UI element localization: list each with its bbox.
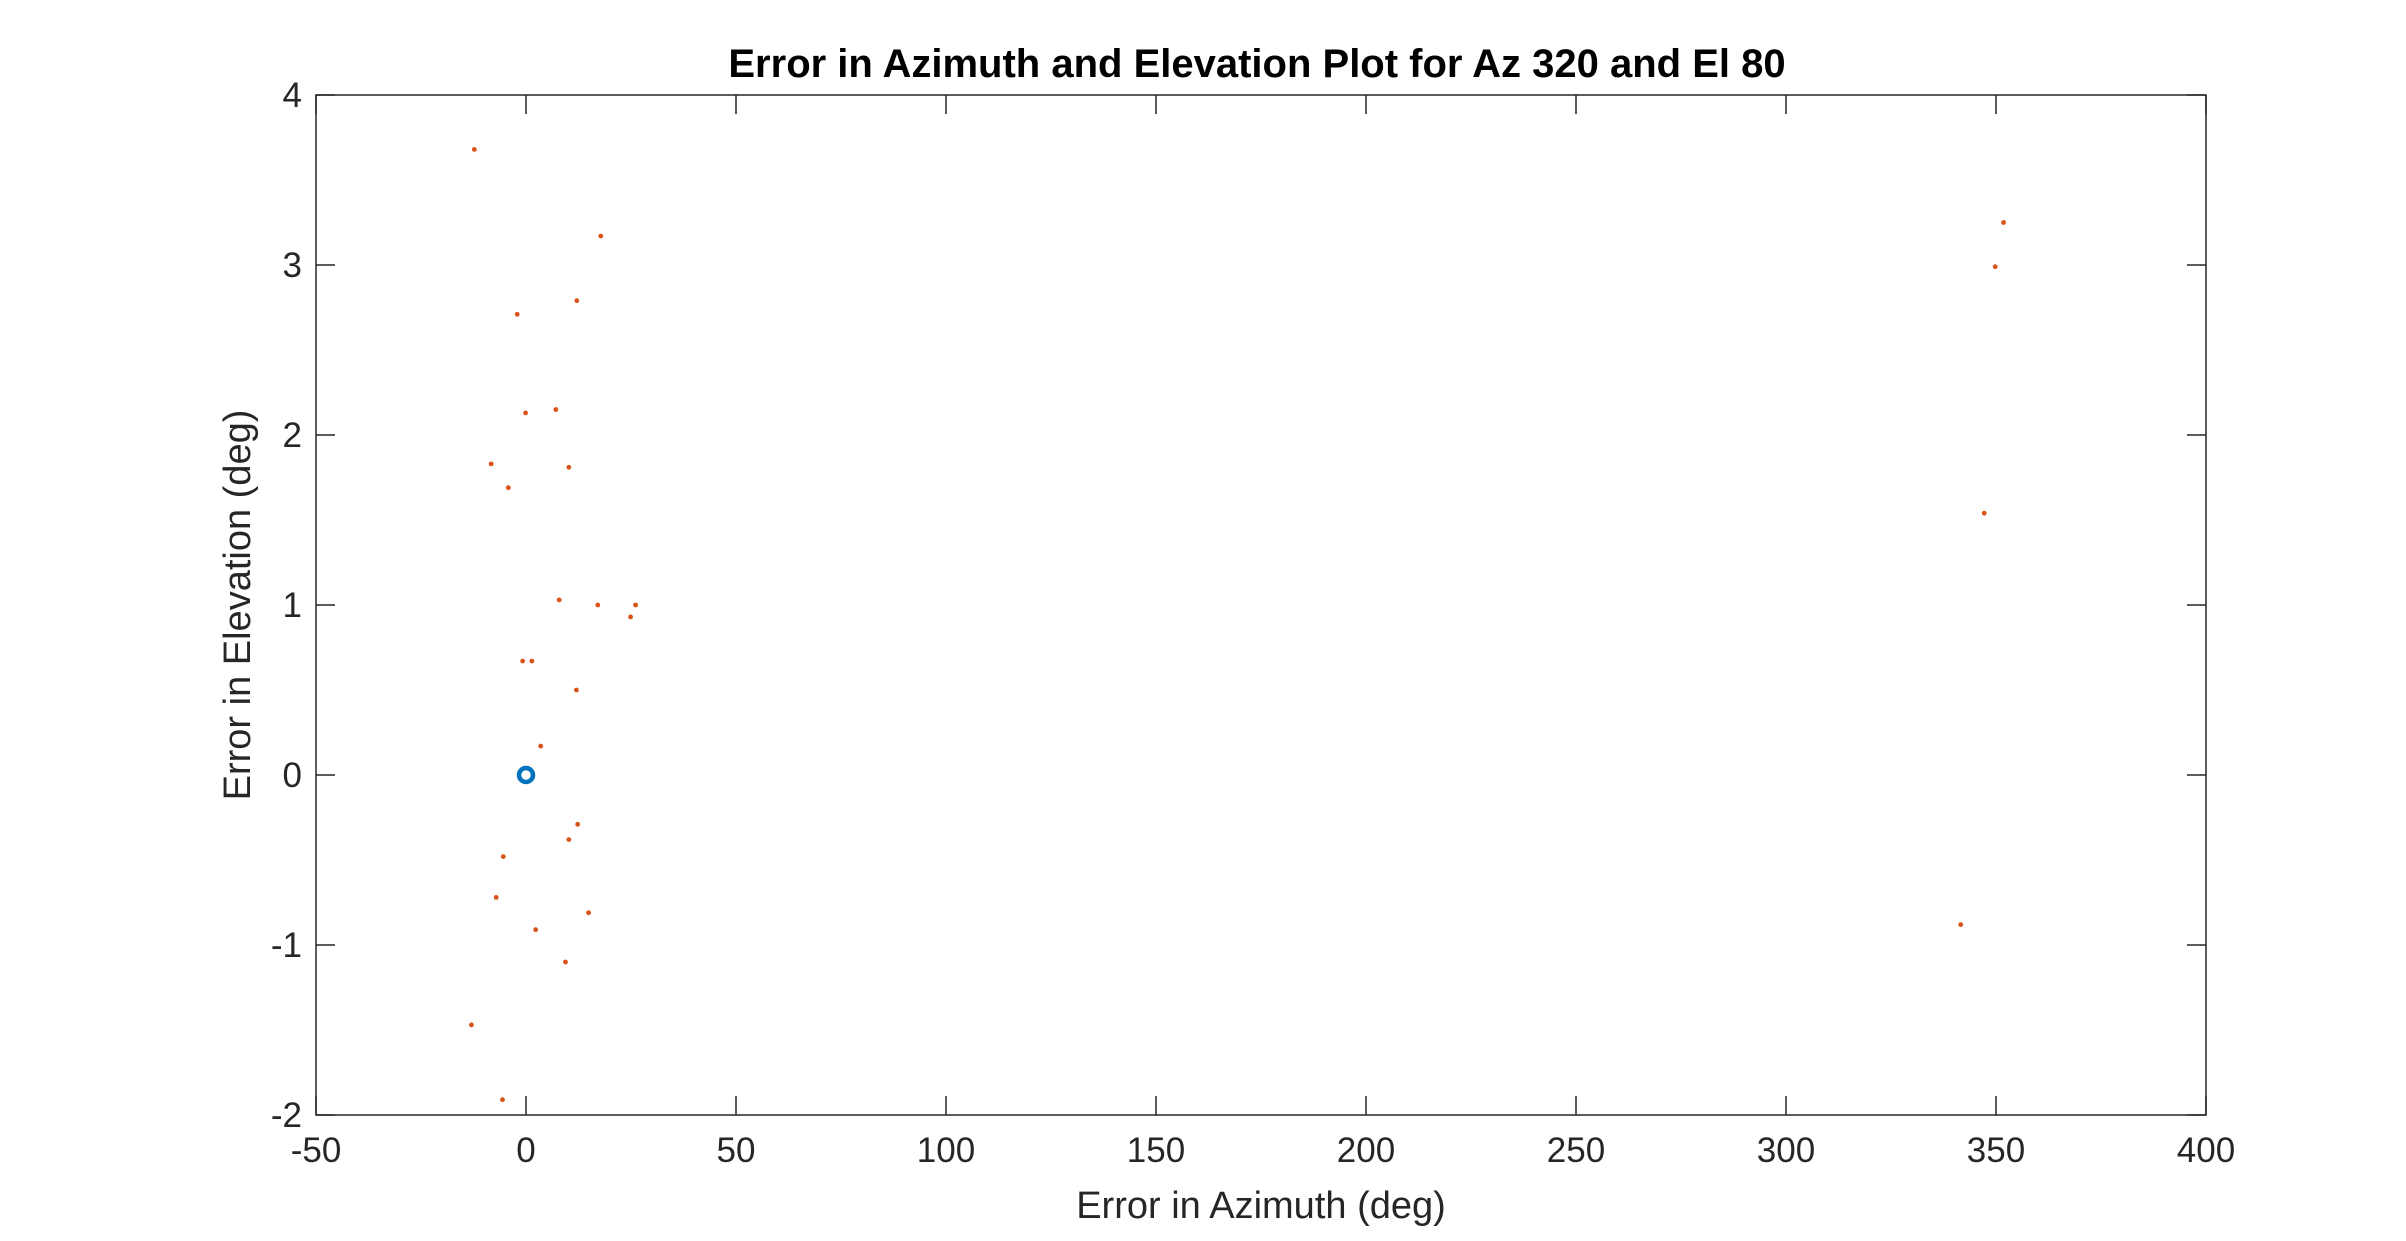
x-tick-label: 50 xyxy=(717,1131,756,1170)
error-sample-point xyxy=(566,464,572,470)
error-sample-point xyxy=(566,837,572,842)
error-sample-point xyxy=(471,147,477,152)
error-sample-point xyxy=(469,1022,474,1028)
plot-area xyxy=(315,94,2207,1116)
y-tick-label: -1 xyxy=(271,926,302,965)
reference-point xyxy=(516,765,536,785)
x-tick-label: 250 xyxy=(1547,1131,1605,1170)
error-sample-point xyxy=(529,658,535,664)
error-sample-point xyxy=(488,461,494,467)
error-sample-point xyxy=(595,602,601,608)
x-tick-label: 0 xyxy=(516,1131,535,1170)
x-axis: -50 0 50 100 150 200 250 300 350 400 xyxy=(291,95,2235,1170)
error-sample-point xyxy=(500,1097,505,1103)
x-tick-label: 200 xyxy=(1337,1131,1395,1170)
error-sample-point xyxy=(523,410,528,416)
error-sample-point xyxy=(533,927,539,933)
error-sample-point xyxy=(563,959,568,965)
error-sample-point xyxy=(493,895,499,900)
error-sample-point xyxy=(514,311,520,317)
y-axis-label: Error in Elevation (deg) xyxy=(217,410,259,801)
error-sample-point xyxy=(2001,220,2006,225)
error-sample-point xyxy=(633,602,639,608)
error-sample-point xyxy=(505,485,511,491)
x-tick-label: 100 xyxy=(917,1131,975,1170)
y-tick-label: -2 xyxy=(271,1096,302,1135)
error-sample-point xyxy=(574,298,580,304)
x-tick-label: 300 xyxy=(1757,1131,1815,1170)
y-axis: -2 -1 0 1 2 3 4 xyxy=(271,76,2206,1135)
error-sample-point xyxy=(520,658,526,664)
y-tick-label: 3 xyxy=(283,246,302,285)
y-tick-label: 4 xyxy=(283,76,302,115)
data-points xyxy=(469,147,2006,1103)
x-tick-label: 150 xyxy=(1127,1131,1185,1170)
x-tick-label: 400 xyxy=(2177,1131,2235,1170)
error-sample-point xyxy=(598,233,604,239)
error-sample-point xyxy=(1958,922,1964,927)
error-sample-point xyxy=(538,743,544,749)
error-sample-point xyxy=(574,687,579,693)
error-sample-point xyxy=(500,854,506,859)
error-sample-point xyxy=(586,910,591,916)
x-tick-label: 350 xyxy=(1967,1131,2025,1170)
y-tick-label: 1 xyxy=(283,586,302,625)
error-sample-point xyxy=(556,597,562,603)
y-tick-label: 2 xyxy=(283,416,302,455)
error-sample-point xyxy=(628,614,633,620)
error-sample-point xyxy=(553,407,559,412)
x-tick-label: -50 xyxy=(291,1131,342,1170)
error-sample-point xyxy=(575,821,581,827)
chart-title: Error in Azimuth and Elevation Plot for … xyxy=(728,42,1785,86)
error-sample-point xyxy=(1981,510,1987,516)
y-tick-label: 0 xyxy=(283,756,302,795)
x-axis-label: Error in Azimuth (deg) xyxy=(1076,1185,1446,1227)
error-sample-point xyxy=(1992,264,1998,270)
